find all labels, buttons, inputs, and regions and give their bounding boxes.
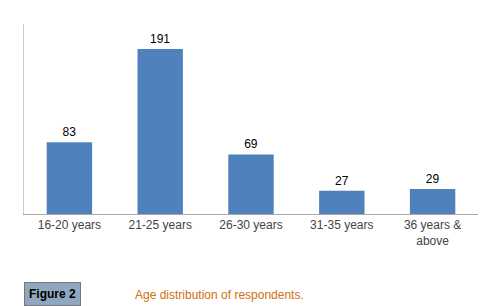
- svg-text:Age distribution of respondent: Age distribution of respondents.: [135, 288, 304, 302]
- svg-text:191: 191: [150, 32, 170, 46]
- svg-text:31-35 years: 31-35 years: [310, 218, 373, 232]
- svg-text:69: 69: [244, 137, 258, 151]
- svg-text:36 years &above: 36 years &above: [404, 218, 461, 248]
- svg-text:29: 29: [426, 172, 440, 186]
- svg-text:26-30 years: 26-30 years: [219, 218, 282, 232]
- svg-text:21-25 years: 21-25 years: [129, 218, 192, 232]
- svg-text:Figure 2: Figure 2: [29, 287, 76, 301]
- svg-text:83: 83: [63, 125, 77, 139]
- svg-text:16-20 years: 16-20 years: [38, 218, 101, 232]
- svg-text:27: 27: [335, 174, 349, 188]
